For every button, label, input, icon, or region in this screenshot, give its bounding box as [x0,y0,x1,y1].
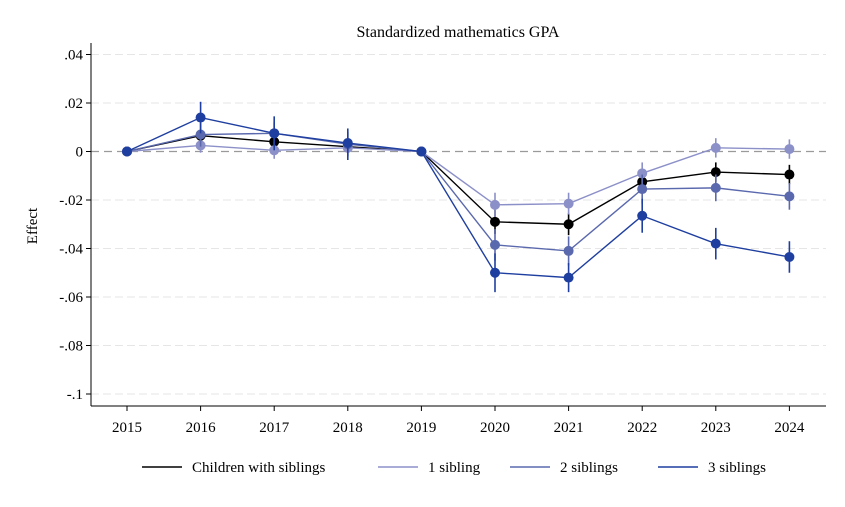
y-tick-label: -.1 [67,387,83,403]
legend-item: 2 siblings [510,460,618,476]
series [122,101,795,293]
y-tick-label: -.08 [59,339,83,355]
series-3 [122,122,795,266]
data-point [637,210,648,221]
data-point [416,146,427,157]
series-4 [122,101,795,293]
data-point [563,245,574,256]
grid [91,54,826,395]
series-line [126,135,790,225]
legend-item: 1 sibling [378,460,481,476]
series-line [126,144,790,206]
data-point [342,138,353,149]
y-tick-label: -.02 [59,193,83,209]
data-point [490,239,500,250]
data-point [784,191,795,202]
data-point [195,112,206,123]
series-line [126,132,790,252]
legend-label: 1 sibling [428,460,481,476]
data-point [710,167,721,178]
x-tick-label: 2016 [186,420,217,436]
axes: .04 .02 0 -.02 -.04 -.06 -.08 -.1 2015 2016 2017 20… [59,43,826,436]
data-point [269,128,280,139]
data-point [784,169,795,180]
legend-item: Children with siblings [142,460,326,476]
x-tick-label: 2023 [701,420,731,436]
y-tick-label: .02 [64,96,83,112]
legend-label: 2 siblings [560,460,618,476]
y-tick-label: .04 [64,48,83,64]
chart-title: Standardized mathematics GPA [357,24,560,41]
x-tick-label: 2024 [774,420,805,436]
x-tick-label: 2019 [406,420,436,436]
x-tick-label: 2015 [112,420,142,436]
data-point [195,129,206,140]
legend-label: Children with siblings [192,460,326,476]
data-point [710,182,721,193]
series-2 [122,138,795,217]
legend: Children with siblings 1 sibling 2 sibling… [142,460,766,476]
x-tick-label: 2022 [627,420,657,436]
data-point [637,184,648,195]
x-tick-label: 2021 [554,420,584,436]
data-point [710,142,721,153]
data-point [563,272,574,283]
data-point [490,216,500,227]
data-point [563,219,574,230]
data-point [490,267,500,278]
legend-item: 3 siblings [658,460,766,476]
x-tick-label: 2017 [259,420,290,436]
data-point [637,168,648,179]
y-tick-label: 0 [76,145,84,161]
legend-label: 3 siblings [708,460,766,476]
series-line [126,116,790,279]
data-point [490,199,500,210]
y-tick-label: -.04 [59,242,83,258]
x-tick-label: 2020 [480,420,510,436]
data-point [563,198,574,209]
y-axis-label: Effect [25,207,41,244]
data-point [710,238,721,249]
data-point [122,146,132,157]
data-point [784,251,795,262]
data-point [784,144,795,155]
x-tick-label: 2018 [333,420,363,436]
y-tick-label: -.06 [59,290,83,306]
